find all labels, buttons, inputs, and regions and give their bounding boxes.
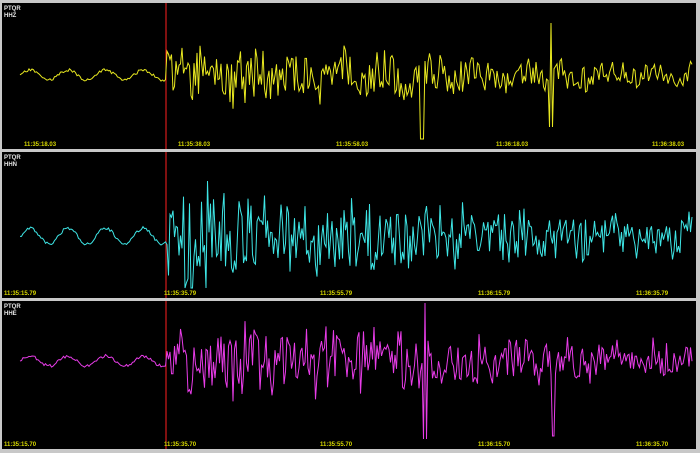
waveform-hhn (20, 152, 693, 298)
trace-hhn (20, 180, 693, 289)
seismogram-panel-hhn[interactable]: PTQR HHN 11:35:15.79 11:35:35.79 11:35:55… (2, 152, 696, 298)
channel-label: PTQR HHZ (4, 6, 21, 20)
waveform-hhz (19, 3, 693, 149)
time-label: 11:35:55.70 (320, 442, 353, 448)
station-code: PTQR (4, 155, 21, 161)
time-label: 11:36:38.03 (652, 142, 685, 148)
station-code: PTQR (4, 304, 21, 310)
time-label: 11:36:18.03 (496, 142, 529, 148)
channel-label: PTQR HHE (4, 304, 21, 318)
time-label: 11:35:38.03 (178, 142, 211, 148)
time-label: 11:35:58.03 (336, 142, 369, 148)
channel-code: HHE (4, 311, 17, 317)
time-label: 11:36:35.79 (636, 291, 669, 297)
channel-label: PTQR HHN (4, 155, 21, 169)
time-label: 11:35:35.70 (164, 442, 197, 448)
channel-code: HHN (4, 162, 17, 168)
trace-hhe (19, 302, 693, 440)
seismogram-panel-hhz[interactable]: PTQR HHZ 11:35:18.03 11:35:38.03 11:35:58… (2, 3, 696, 149)
channel-code: HHZ (4, 13, 17, 19)
time-label: 11:35:15.70 (4, 442, 37, 448)
time-label: 11:35:18.03 (24, 142, 57, 148)
waveform-hhe (19, 301, 693, 449)
time-label: 11:35:55.79 (320, 291, 353, 297)
time-label: 11:35:35.79 (164, 291, 197, 297)
time-label: 11:36:15.79 (478, 291, 511, 297)
time-label: 11:36:35.70 (636, 442, 669, 448)
station-code: PTQR (4, 6, 21, 12)
seismogram-panel-hhe[interactable]: PTQR HHE 11:35:15.70 11:35:35.70 11:35:55… (2, 301, 696, 449)
trace-hhz (19, 22, 693, 140)
time-label: 11:35:15.79 (4, 291, 37, 297)
time-label: 11:36:15.70 (478, 442, 511, 448)
